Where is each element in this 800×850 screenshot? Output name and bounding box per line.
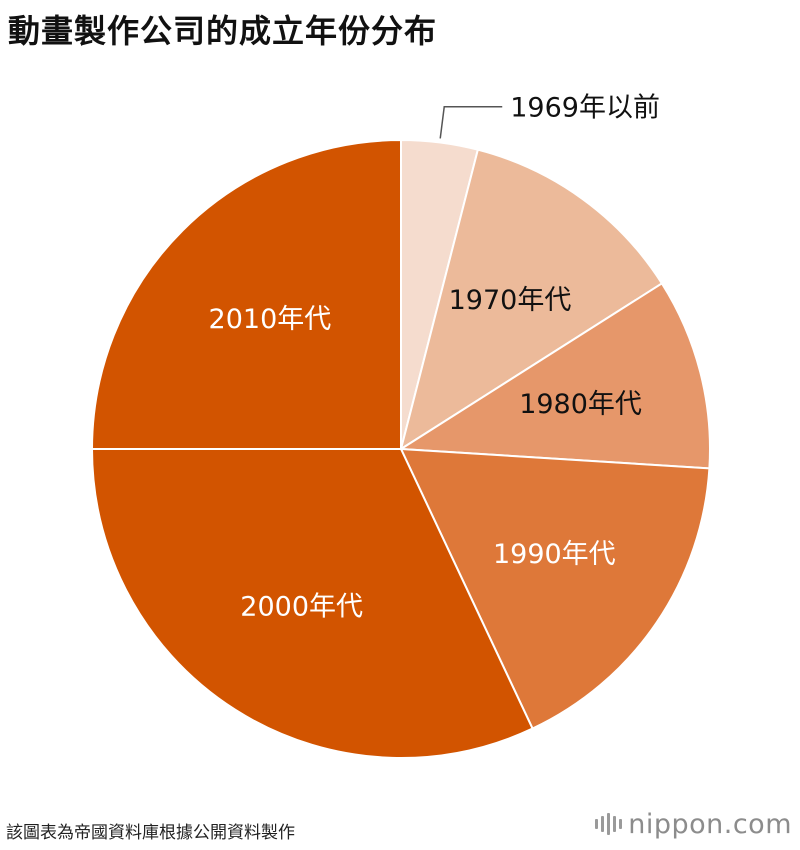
pie-slice-4 xyxy=(90,448,534,759)
pie-slice-2 xyxy=(397,282,711,470)
slice-label-3: 1990年代 xyxy=(493,539,616,570)
pie-slice-1 xyxy=(399,148,664,452)
slice-label-1: 1970年代 xyxy=(449,285,572,316)
pie-labels: 1969年以前 1970年代 1980年代 1990年代 2000年代 2010年代 xyxy=(209,93,660,623)
pie-slices xyxy=(90,138,711,759)
slice-label-4: 2000年代 xyxy=(240,592,363,623)
source-note: 該圖表為帝國資料庫根據公開資料製作 xyxy=(6,823,295,843)
chart-title: 動畫製作公司的成立年份分布 xyxy=(8,12,438,50)
brand-name: nippon.com xyxy=(628,808,792,840)
bar-logo-icon xyxy=(595,811,623,837)
slice-label-2: 1980年代 xyxy=(519,389,642,420)
pie-slice-5 xyxy=(90,138,402,450)
slice-label-0: 1969年以前 xyxy=(510,93,660,124)
pie-slice-3 xyxy=(399,447,711,730)
slice-label-5: 2010年代 xyxy=(209,304,332,335)
leader-line-0 xyxy=(439,105,503,139)
brand-logo[interactable]: nippon.com xyxy=(595,808,792,840)
